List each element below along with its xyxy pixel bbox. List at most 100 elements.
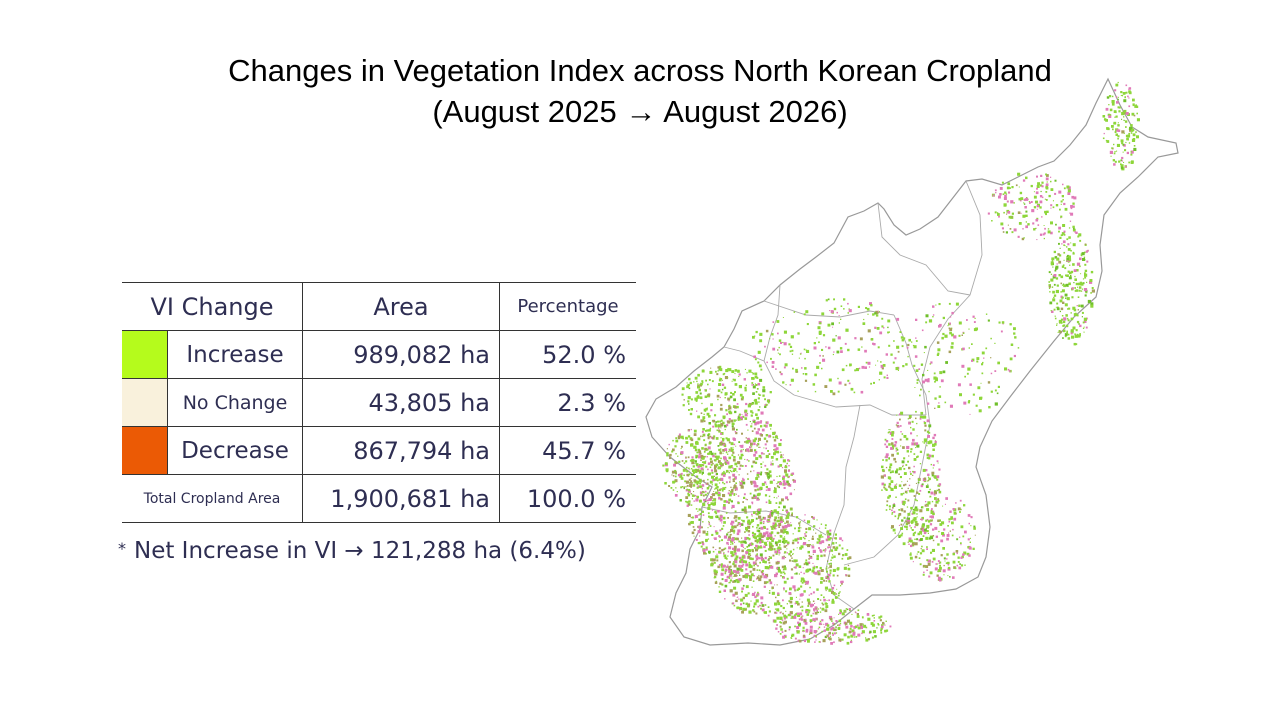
change-pixel bbox=[865, 361, 868, 364]
change-pixel bbox=[929, 496, 931, 498]
change-pixel bbox=[1135, 131, 1137, 133]
change-pixel bbox=[1116, 129, 1119, 132]
change-pixel bbox=[773, 527, 776, 530]
change-pixel bbox=[738, 540, 741, 543]
change-pixel bbox=[960, 542, 962, 544]
change-pixel bbox=[1114, 160, 1117, 163]
change-pixel bbox=[702, 494, 705, 497]
change-pixel bbox=[908, 484, 911, 487]
change-pixel bbox=[790, 555, 792, 557]
change-pixel bbox=[689, 381, 692, 385]
change-pixel bbox=[991, 220, 993, 222]
change-pixel bbox=[713, 558, 716, 562]
change-pixel bbox=[1115, 96, 1118, 98]
change-pixel bbox=[1045, 177, 1049, 181]
change-pixel bbox=[756, 539, 760, 543]
change-pixel bbox=[747, 412, 749, 414]
change-pixel bbox=[840, 350, 843, 353]
change-pixel bbox=[719, 420, 722, 423]
change-pixel bbox=[771, 527, 774, 530]
change-pixel bbox=[884, 443, 887, 446]
change-pixel bbox=[766, 528, 769, 531]
change-pixel bbox=[897, 369, 899, 371]
change-pixel bbox=[775, 612, 778, 614]
change-pixel bbox=[691, 473, 694, 477]
change-pixel bbox=[719, 451, 722, 455]
change-pixel bbox=[1019, 199, 1022, 202]
row-area-total: 1,900,681 ha bbox=[302, 474, 500, 523]
change-pixel bbox=[1127, 95, 1129, 98]
change-pixel bbox=[883, 327, 885, 329]
change-pixel bbox=[916, 444, 920, 448]
change-pixel bbox=[759, 518, 762, 522]
change-pixel bbox=[707, 393, 711, 396]
change-pixel bbox=[783, 572, 786, 575]
change-pixel bbox=[754, 335, 756, 337]
change-pixel bbox=[789, 550, 792, 553]
change-pixel bbox=[885, 455, 888, 459]
change-pixel bbox=[1069, 220, 1072, 222]
change-pixel bbox=[687, 383, 690, 387]
change-pixel bbox=[1041, 185, 1043, 187]
change-pixel bbox=[682, 404, 685, 407]
change-pixel bbox=[934, 497, 937, 500]
change-pixel bbox=[896, 449, 899, 451]
change-pixel bbox=[947, 325, 949, 327]
change-pixel bbox=[816, 588, 819, 591]
change-pixel bbox=[1075, 282, 1079, 286]
change-pixel bbox=[779, 464, 783, 467]
change-pixel bbox=[728, 582, 730, 584]
change-pixel bbox=[914, 538, 916, 540]
change-pixel bbox=[919, 489, 922, 492]
change-pixel bbox=[916, 422, 918, 425]
change-pixel bbox=[733, 419, 736, 422]
change-pixel bbox=[745, 608, 747, 611]
change-pixel bbox=[914, 526, 916, 528]
change-pixel bbox=[787, 543, 789, 546]
change-pixel bbox=[782, 457, 784, 459]
change-pixel bbox=[783, 330, 787, 334]
change-pixel bbox=[739, 606, 743, 610]
change-pixel bbox=[765, 531, 769, 535]
change-pixel bbox=[937, 576, 941, 580]
row-pct-total: 100.0 % bbox=[499, 474, 636, 523]
change-pixel bbox=[1132, 129, 1135, 132]
change-pixel bbox=[987, 381, 991, 384]
change-pixel bbox=[932, 467, 934, 469]
change-pixel bbox=[927, 483, 929, 485]
change-pixel bbox=[919, 531, 923, 534]
change-pixel bbox=[1044, 227, 1046, 230]
change-pixel bbox=[838, 637, 840, 639]
change-pixel bbox=[929, 440, 932, 443]
change-pixel bbox=[998, 195, 1001, 199]
change-pixel bbox=[919, 450, 923, 453]
change-pixel bbox=[701, 473, 703, 476]
change-pixel bbox=[709, 458, 712, 460]
change-pixel bbox=[1090, 302, 1094, 306]
change-pixel bbox=[678, 460, 681, 463]
change-pixel bbox=[713, 561, 716, 564]
change-pixel bbox=[734, 391, 736, 394]
change-pixel bbox=[777, 514, 779, 516]
change-pixel bbox=[719, 407, 723, 411]
change-pixel bbox=[786, 577, 789, 580]
change-pixel bbox=[703, 439, 706, 442]
change-pixel bbox=[768, 495, 771, 498]
change-pixel bbox=[1072, 326, 1076, 330]
change-pixel bbox=[698, 455, 702, 459]
change-pixel bbox=[826, 566, 828, 568]
change-pixel bbox=[783, 505, 786, 509]
change-pixel bbox=[990, 337, 992, 340]
change-pixel bbox=[946, 558, 948, 560]
change-pixel bbox=[669, 453, 672, 457]
change-pixel bbox=[895, 450, 897, 452]
change-pixel bbox=[1033, 228, 1036, 231]
change-pixel bbox=[988, 406, 991, 409]
change-pixel bbox=[754, 547, 756, 549]
change-pixel bbox=[787, 482, 790, 486]
change-pixel bbox=[717, 366, 720, 369]
change-pixel bbox=[910, 521, 912, 523]
change-pixel bbox=[732, 478, 735, 481]
change-pixel bbox=[1072, 205, 1075, 208]
change-pixel bbox=[693, 446, 696, 449]
